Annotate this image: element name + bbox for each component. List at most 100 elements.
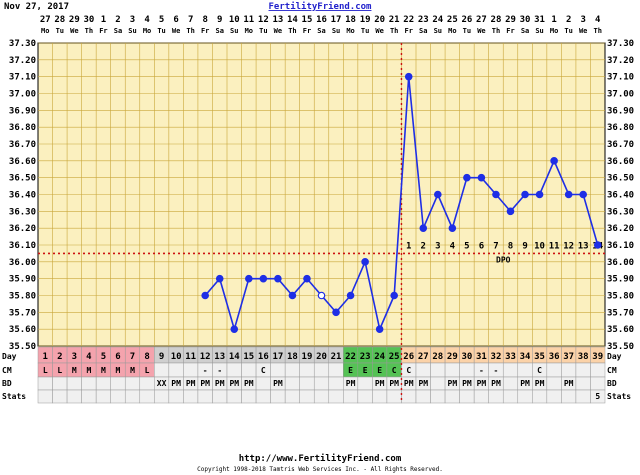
row-value-bd: PM xyxy=(229,379,239,388)
weekday-label: Th xyxy=(492,27,500,35)
date-label: 23 xyxy=(418,15,429,25)
row-label-right-cm: CM xyxy=(607,366,617,375)
y-tick-label-left: 35.60 xyxy=(9,325,36,335)
row-label-stats: Stats xyxy=(2,392,26,401)
row-value-bd: PM xyxy=(448,379,458,388)
row-cell-cm xyxy=(502,362,519,378)
row-value-cm: L xyxy=(57,366,62,375)
row-value-day: 17 xyxy=(272,352,283,362)
row-label-day: Day xyxy=(2,352,17,361)
row-cell-bd xyxy=(255,376,271,391)
y-tick-label-left: 35.50 xyxy=(9,342,36,352)
row-cell-cm xyxy=(517,362,533,378)
temperature-point xyxy=(550,157,558,165)
row-value-bd: PM xyxy=(375,379,385,388)
date-label: 14 xyxy=(287,15,298,25)
row-value-day: 18 xyxy=(287,352,298,362)
weekday-label: Mo xyxy=(448,27,456,35)
date-label: 3 xyxy=(580,15,585,25)
row-cell-stats xyxy=(241,389,257,404)
temperature-point xyxy=(274,274,282,283)
row-cell-stats xyxy=(284,389,300,404)
weekday-label: Fr xyxy=(405,27,413,35)
row-value-day: 16 xyxy=(258,352,269,362)
temperature-point xyxy=(564,190,573,199)
temperature-point xyxy=(375,325,384,333)
row-value-day: 3 xyxy=(72,352,77,362)
y-tick-label-right: 36.10 xyxy=(607,241,634,251)
date-label: 17 xyxy=(331,15,342,25)
row-value-day: 33 xyxy=(505,352,516,362)
weekday-label: We xyxy=(375,27,383,35)
dpo-day-label: 11 xyxy=(549,241,560,251)
y-tick-label-right: 36.20 xyxy=(607,224,634,234)
row-value-day: 38 xyxy=(578,352,589,362)
temperature-point xyxy=(361,258,369,266)
footer-url-link[interactable]: http://www.FertilityFriend.com xyxy=(239,453,402,464)
date-label: 8 xyxy=(202,15,207,25)
y-tick-label-left: 36.50 xyxy=(9,174,36,184)
temperature-point xyxy=(463,173,471,182)
row-cell-bd xyxy=(52,376,68,391)
date-label: 20 xyxy=(374,15,385,25)
y-tick-label-right: 35.60 xyxy=(607,325,634,335)
temperature-line xyxy=(204,76,599,333)
row-cell-stats xyxy=(386,389,402,404)
row-cell-stats xyxy=(488,389,504,404)
row-cell-cm xyxy=(575,362,591,378)
date-label: 28 xyxy=(54,15,65,25)
row-value-bd: PM xyxy=(215,379,225,388)
row-cell-cm xyxy=(590,362,606,378)
row-cell-stats xyxy=(255,389,271,404)
y-tick-label-left: 35.80 xyxy=(9,292,36,302)
row-cell-bd xyxy=(37,376,53,391)
row-value-day: 25 xyxy=(389,352,400,362)
date-label: 4 xyxy=(595,15,601,25)
row-value-bd: PM xyxy=(477,379,487,388)
row-cell-stats xyxy=(299,389,315,404)
row-value-bd: PM xyxy=(389,379,399,388)
row-value-day: 6 xyxy=(115,352,120,362)
y-tick-label-left: 35.70 xyxy=(9,308,36,318)
row-label-right-bd: BD xyxy=(607,379,617,388)
y-tick-label-right: 35.80 xyxy=(607,292,634,302)
weekday-label: Th xyxy=(390,27,398,35)
row-cell-bd xyxy=(110,376,126,391)
temperature-point xyxy=(346,291,355,300)
row-value-cm: E xyxy=(377,366,382,375)
date-label: 4 xyxy=(144,15,150,25)
temperature-point xyxy=(245,274,253,283)
row-cell-stats xyxy=(415,389,431,404)
row-value-bd: PM xyxy=(418,379,428,388)
row-value-bd: PM xyxy=(404,379,414,388)
date-label: 19 xyxy=(360,15,371,25)
row-label-right-stats: Stats xyxy=(607,392,631,401)
y-tick-label-left: 36.70 xyxy=(9,140,36,150)
y-tick-label-right: 36.70 xyxy=(607,140,634,150)
dpo-day-label: 4 xyxy=(450,241,456,251)
dpo-day-label: 10 xyxy=(534,241,545,251)
date-label: 1 xyxy=(551,15,556,25)
row-cell-stats xyxy=(270,389,286,404)
weekday-label: We xyxy=(70,27,78,35)
row-value-day: 23 xyxy=(360,352,371,362)
row-value-cm: - xyxy=(203,366,208,375)
temperature-point xyxy=(535,190,544,199)
row-cell-cm xyxy=(284,362,300,378)
row-value-bd: PM xyxy=(273,379,283,388)
row-value-day: 13 xyxy=(214,352,225,362)
weekday-label: Tu xyxy=(56,27,64,35)
site-title-link[interactable]: FertilityFriend.com xyxy=(269,1,373,12)
dpo-day-label: 9 xyxy=(522,241,527,251)
row-cell-cm xyxy=(270,362,286,378)
row-cell-bd xyxy=(124,376,141,391)
row-value-cm: - xyxy=(217,366,222,375)
row-cell-stats xyxy=(343,389,359,404)
y-tick-label-left: 35.90 xyxy=(9,275,36,285)
row-value-bd: PM xyxy=(171,379,181,388)
row-value-day: 37 xyxy=(563,352,574,362)
weekday-label: Th xyxy=(186,27,194,35)
date-label: 29 xyxy=(69,15,80,25)
row-cell-stats xyxy=(575,389,591,404)
dpo-day-label: 7 xyxy=(493,241,498,251)
